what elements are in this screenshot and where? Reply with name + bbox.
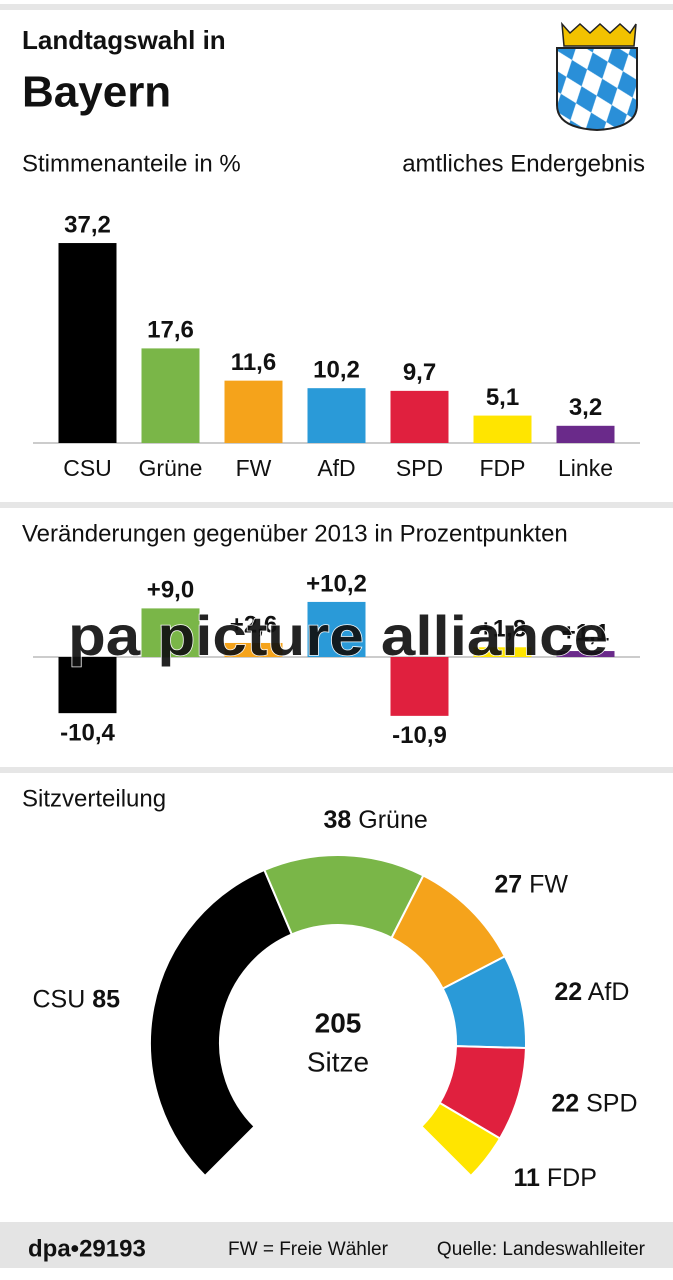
bar — [307, 388, 366, 443]
title: Landtagswahl in — [22, 25, 226, 55]
chart-title: Veränderungen gegenüber 2013 in Prozentp… — [22, 520, 568, 547]
footer-id: dpa•29193 — [28, 1235, 146, 1262]
value-label: 11,6 — [231, 349, 276, 376]
value-label: 10,2 — [313, 357, 360, 384]
bar — [141, 608, 200, 657]
value-label: +9,0 — [147, 577, 194, 604]
bar — [224, 380, 283, 443]
x-tick-label: CSU — [63, 455, 112, 481]
region: Bayern — [22, 68, 171, 117]
subtitle: Stimmenanteile in % — [22, 150, 241, 177]
value-label: +1,8 — [479, 616, 526, 643]
separator — [0, 767, 673, 773]
value-label: +1,1 — [562, 619, 609, 646]
note: amtliches Endergebnis — [402, 150, 645, 177]
watermark: pa picture alliance — [68, 604, 608, 667]
total-label: Sitze — [307, 1046, 369, 1077]
seat-label: 11 FDP — [514, 1164, 597, 1192]
seat-label: CSU 85 — [32, 985, 120, 1013]
bar — [58, 657, 117, 714]
value-label: -10,4 — [60, 720, 115, 747]
seat-count: 38 — [324, 806, 352, 834]
x-tick-label: Grüne — [139, 455, 203, 481]
seat-label: 27 FW — [494, 870, 568, 898]
x-tick-label: FW — [236, 455, 272, 481]
total-seats: 205 — [315, 1007, 362, 1038]
bar — [58, 243, 117, 443]
bar — [473, 415, 532, 443]
party-name: Grüne — [358, 806, 427, 834]
coat-of-arms — [556, 21, 638, 132]
seat-count: 27 — [494, 870, 522, 898]
seat-label: 38 Grüne — [324, 806, 428, 834]
x-tick-label: FDP — [480, 455, 526, 481]
seat-segment — [420, 1101, 502, 1178]
x-tick-label: AfD — [317, 455, 355, 481]
bar — [141, 348, 200, 443]
seat-label: 22 AfD — [554, 978, 629, 1006]
seat-count: 22 — [554, 978, 582, 1006]
x-tick-label: SPD — [396, 455, 443, 481]
bar — [307, 601, 366, 657]
seat-label: 22 SPD — [551, 1089, 637, 1117]
bar — [556, 651, 615, 657]
value-label: +2,6 — [230, 611, 277, 638]
value-label: 9,7 — [403, 359, 436, 386]
bar — [224, 642, 283, 657]
party-name: FDP — [547, 1164, 597, 1192]
seat-count: 11 — [514, 1164, 541, 1192]
party-name: FW — [529, 870, 568, 898]
value-label: 3,2 — [569, 394, 602, 421]
footer-legend: FW = Freie Wähler — [228, 1239, 389, 1260]
bar — [473, 647, 532, 657]
party-name: SPD — [586, 1089, 637, 1117]
separator — [0, 4, 673, 10]
seat-count: 85 — [92, 985, 120, 1013]
party-name: AfD — [588, 978, 630, 1006]
footer — [0, 1222, 673, 1268]
party-name: CSU — [32, 985, 85, 1013]
bar — [390, 390, 449, 443]
value-label: 17,6 — [147, 317, 194, 344]
value-label: 5,1 — [486, 384, 519, 411]
chart-title: Sitzverteilung — [22, 785, 166, 812]
separator — [0, 502, 673, 508]
footer-source: Quelle: Landeswahlleiter — [437, 1239, 646, 1260]
value-label: -10,9 — [392, 722, 447, 749]
x-tick-label: Linke — [558, 455, 613, 481]
value-label: 37,2 — [64, 211, 111, 238]
seat-segment — [149, 868, 294, 1178]
value-label: +10,2 — [306, 570, 367, 597]
seat-count: 22 — [551, 1089, 579, 1117]
bar — [556, 425, 615, 443]
bar — [390, 657, 449, 716]
